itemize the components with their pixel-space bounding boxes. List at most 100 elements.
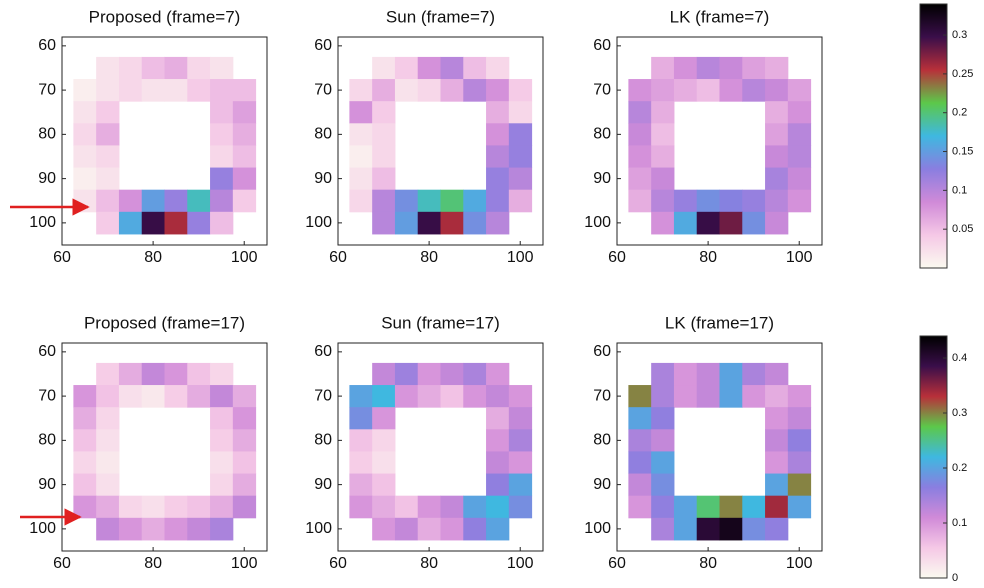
- colorbar-tick-label: 0.25: [952, 68, 973, 80]
- heat-cell: [486, 362, 510, 386]
- heat-cell: [96, 189, 120, 213]
- heat-cell: [164, 517, 188, 541]
- heat-cell: [372, 101, 396, 124]
- heat-cell: [673, 495, 698, 519]
- heat-cell: [210, 145, 234, 169]
- heat-cell: [787, 407, 812, 430]
- heat-cell: [232, 123, 257, 146]
- heat-cell: [787, 189, 812, 213]
- heat-cell: [628, 451, 652, 475]
- heat-cell: [651, 429, 675, 452]
- x-tick-label: 80: [420, 555, 438, 572]
- panel-title: Sun (frame=17): [381, 313, 500, 332]
- heat-cell: [417, 362, 441, 386]
- heat-cell: [372, 79, 396, 102]
- heat-cell: [141, 211, 165, 235]
- heat-cell: [141, 495, 165, 519]
- heat-cell: [765, 362, 789, 386]
- heat-cell: [349, 495, 373, 519]
- heat-cell: [210, 407, 234, 430]
- panel-title: Proposed (frame=7): [89, 7, 241, 26]
- heat-cell: [232, 189, 257, 213]
- heat-cell: [673, 362, 698, 386]
- heat-cell: [719, 517, 743, 541]
- heat-cell: [651, 123, 675, 146]
- colorbar-tick-label: 0.3: [952, 407, 967, 419]
- heat-cell: [673, 79, 698, 102]
- heat-cell: [232, 495, 257, 519]
- x-tick-label: 60: [329, 555, 347, 572]
- colorbar-tick-label: 0.2: [952, 462, 967, 474]
- heat-cell: [96, 517, 120, 541]
- heat-cell: [73, 495, 97, 519]
- heat-cell: [349, 429, 373, 452]
- heat-cell: [96, 211, 120, 235]
- heat-cell: [651, 211, 675, 235]
- axes-box: [61, 36, 268, 246]
- heat-cell: [440, 189, 464, 213]
- heat-cell: [73, 407, 97, 430]
- y-tick-label: 100: [305, 214, 332, 231]
- y-tick-label: 70: [38, 387, 56, 404]
- heat-cell: [394, 517, 419, 541]
- y-tick-label: 90: [314, 476, 332, 493]
- heat-cell: [696, 79, 720, 102]
- heat-cell: [628, 101, 652, 124]
- heat-cell: [210, 495, 234, 519]
- heat-cell: [232, 145, 257, 169]
- heat-cell: [651, 101, 675, 124]
- heat-cell: [118, 517, 143, 541]
- heat-cell: [463, 385, 487, 408]
- heat-cell: [440, 362, 464, 386]
- y-tick-label: 60: [593, 37, 611, 54]
- heat-cell: [96, 79, 120, 102]
- heat-cell: [787, 79, 812, 102]
- x-tick-label: 100: [786, 249, 813, 266]
- colorbar: [919, 3, 948, 269]
- heat-cell: [486, 56, 510, 80]
- heat-cell: [765, 123, 789, 146]
- heat-cell: [696, 56, 720, 80]
- heat-cell: [187, 56, 211, 80]
- heat-cell: [394, 189, 419, 213]
- y-tick-label: 90: [38, 476, 56, 493]
- heat-cell: [349, 123, 373, 146]
- heat-cell: [372, 145, 396, 169]
- heat-cell: [232, 407, 257, 430]
- heat-cell: [349, 385, 373, 408]
- y-tick-label: 80: [593, 432, 611, 449]
- y-tick-label: 80: [593, 126, 611, 143]
- axes-box: [616, 36, 823, 246]
- heat-cell: [673, 211, 698, 235]
- heat-cell: [765, 451, 789, 475]
- heat-cell: [486, 473, 510, 497]
- heat-cell: [141, 189, 165, 213]
- heat-cell: [372, 123, 396, 146]
- x-tick-label: 100: [786, 555, 813, 572]
- heat-cell: [372, 407, 396, 430]
- heat-cell: [394, 362, 419, 386]
- heat-cell: [765, 517, 789, 541]
- heat-cell: [765, 385, 789, 408]
- heat-cell: [118, 385, 143, 408]
- heat-cell: [187, 211, 211, 235]
- heat-cell: [696, 385, 720, 408]
- heat-cell: [787, 429, 812, 452]
- heat-cell: [486, 451, 510, 475]
- heat-cell: [486, 429, 510, 452]
- y-tick-label: 90: [593, 476, 611, 493]
- heat-cell: [651, 56, 675, 80]
- heat-cell: [463, 362, 487, 386]
- y-tick-label: 100: [29, 520, 56, 537]
- y-tick-label: 60: [314, 37, 332, 54]
- heat-cell: [164, 211, 188, 235]
- heat-cell: [508, 167, 533, 191]
- colorbar-tick-label: 0.2: [952, 107, 967, 119]
- heat-cell: [210, 517, 234, 541]
- heat-cell: [372, 167, 396, 191]
- heat-cell: [463, 495, 487, 519]
- heat-cell: [73, 189, 97, 213]
- y-tick-label: 70: [593, 81, 611, 98]
- heat-cell: [141, 517, 165, 541]
- heat-cell: [628, 145, 652, 169]
